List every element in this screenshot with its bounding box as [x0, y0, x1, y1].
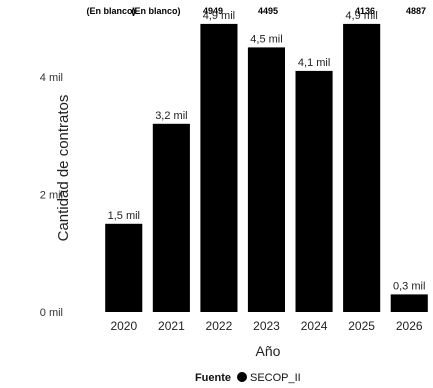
bar-2021	[152, 123, 190, 312]
data-label-2025: 4,9 mil	[345, 10, 377, 22]
bar-2026	[390, 294, 428, 312]
legend: Fuente SECOP_II	[195, 372, 301, 384]
bar-2022	[200, 23, 238, 313]
data-label-2024: 4,1 mil	[298, 57, 330, 69]
x-tick-2023: 2023	[253, 319, 280, 333]
data-label-2020: 1,5 mil	[108, 210, 140, 222]
x-tick-2021: 2021	[158, 319, 185, 333]
header-label-0: (En blanco)	[87, 6, 136, 16]
data-label-2021: 3,2 mil	[155, 110, 187, 122]
data-labels: 1,5 mil 3,2 mil 4,9 mil 4,5 mil 4,1 mil 4,9 m…	[108, 10, 426, 292]
header-label-5: 4887	[406, 6, 426, 16]
header-label-1: (En blanco)	[132, 6, 181, 16]
bars	[105, 23, 428, 313]
x-axis-label: Año	[256, 343, 281, 359]
bar-2023	[247, 47, 285, 313]
data-label-2026: 0,3 mil	[393, 280, 425, 292]
x-tick-2025: 2025	[348, 319, 375, 333]
y-tick-1: 2 mil	[40, 189, 63, 201]
x-tick-2022: 2022	[206, 319, 233, 333]
header-labels: (En blanco)(En blanco) 4949 4495 4136 4887	[87, 6, 427, 16]
header-label-4: 4136	[355, 6, 375, 16]
y-tick-0: 0 mil	[40, 307, 63, 319]
x-tick-2026: 2026	[396, 319, 423, 333]
x-axis-ticks: 2020 2021 2022 2023 2024 2025 2026	[110, 319, 422, 333]
y-axis-label: Cantidad de contratos	[55, 95, 72, 242]
y-axis-ticks: 0 mil 2 mil 4 mil	[40, 72, 63, 319]
data-label-2022: 4,9 mil	[203, 10, 235, 22]
y-tick-2: 4 mil	[40, 72, 63, 84]
header-label-2: 4949	[203, 6, 223, 16]
bar-2025	[343, 23, 381, 313]
legend-marker	[237, 372, 247, 382]
x-tick-2020: 2020	[110, 319, 137, 333]
data-label-2023: 4,5 mil	[250, 33, 282, 45]
bar-2024	[295, 70, 333, 313]
bar-2020	[105, 223, 143, 312]
header-label-3: 4495	[258, 6, 278, 16]
x-tick-2024: 2024	[301, 319, 328, 333]
legend-entry-label: SECOP_II	[250, 372, 301, 384]
legend-title: Fuente	[195, 372, 231, 384]
